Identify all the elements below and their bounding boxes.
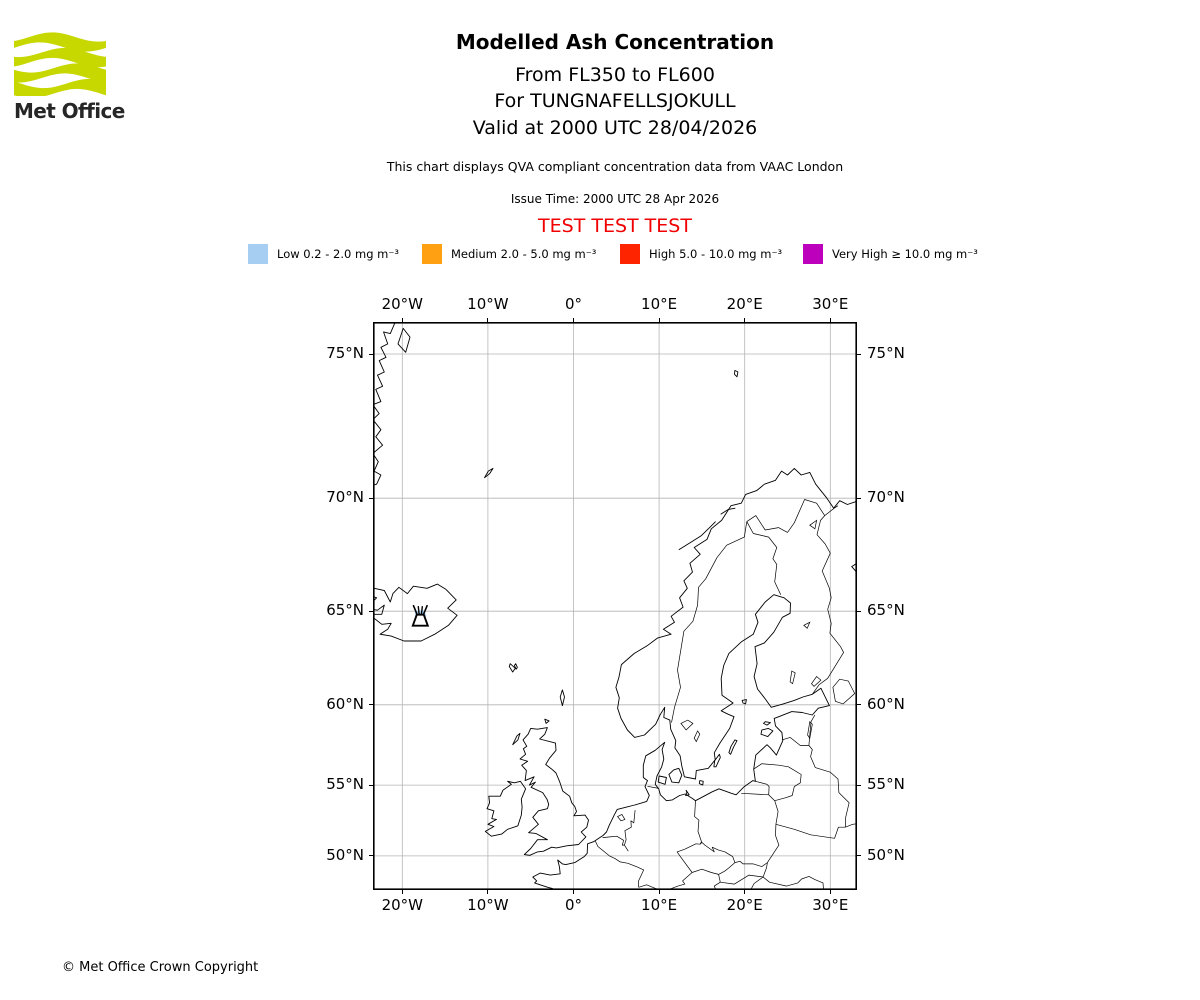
x-tick-mark [573,318,574,322]
legend-item-high: High 5.0 - 10.0 mg m⁻³ [620,243,782,264]
x-tick-label-bottom: 0° [564,896,583,914]
legend-label-medium: Medium 2.0 - 5.0 mg m⁻³ [451,246,597,261]
legend-swatch-very-high [803,243,823,264]
y-tick-mark [857,353,861,355]
x-tick-label-top: 0° [564,295,583,313]
x-tick-mark [658,318,660,322]
x-tick-label-bottom: 10°E [641,896,678,914]
legend-item-medium: Medium 2.0 - 5.0 mg m⁻³ [422,243,596,264]
legend-swatch-high [620,243,640,264]
x-tick-label-top: 20°E [726,295,763,313]
legend-swatch-medium [422,243,442,264]
x-tick-label-bottom: 20°E [726,896,763,914]
x-tick-label-top: 30°E [812,295,849,313]
x-tick-mark [829,318,831,322]
volcano-marker [411,604,430,627]
legend-label-very-high: Very High ≥ 10.0 mg m⁻³ [832,246,978,261]
y-tick-label-left: 55°N [326,775,364,794]
legend-item-low: Low 0.2 - 2.0 mg m⁻³ [248,243,399,264]
x-tick-label-top: 20°W [381,295,424,313]
x-tick-label-top: 10°E [641,295,678,313]
x-tick-mark [487,318,489,322]
y-tick-mark [369,497,373,499]
met-office-logo: Met Office [14,28,125,123]
y-tick-mark [369,704,373,706]
y-tick-mark [857,704,861,706]
x-tick-mark [487,890,489,894]
lakes [617,519,856,822]
page-title: Modelled Ash Concentration [455,30,775,54]
valid-time-line: Valid at 2000 UTC 28/04/2026 [472,117,758,139]
y-tick-label-left: 65°N [326,601,364,620]
copyright-note: © Met Office Crown Copyright [62,960,259,975]
legend-item-very-high: Very High ≥ 10.0 mg m⁻³ [803,243,978,264]
met-office-brand: Met Office [14,99,125,123]
x-tick-label-bottom: 30°E [812,896,849,914]
x-tick-label-bottom: 20°W [381,896,424,914]
flight-level-line: From FL350 to FL600 [515,64,715,86]
x-tick-mark [401,890,403,894]
y-tick-label-right: 60°N [867,694,905,713]
y-tick-mark [369,610,373,612]
map-gridlines [373,322,857,890]
y-tick-label-right: 55°N [867,775,905,794]
y-tick-label-right: 65°N [867,601,905,620]
y-tick-label-left: 60°N [326,694,364,713]
x-tick-mark [744,890,746,894]
x-tick-mark [744,318,746,322]
y-tick-label-left: 70°N [326,488,364,507]
y-tick-mark [369,784,373,786]
ash-concentration-map [373,322,857,890]
y-tick-mark [369,353,373,355]
y-tick-mark [369,855,373,857]
x-tick-label-bottom: 10°W [467,896,509,914]
y-tick-label-right: 75°N [867,344,905,362]
compliance-note: This chart displays QVA compliant concen… [386,159,844,174]
coastlines [373,322,857,890]
y-tick-mark [857,855,861,857]
met-office-waves-icon [14,32,106,96]
issue-time: Issue Time: 2000 UTC 28 Apr 2026 [510,192,720,206]
legend-label-low: Low 0.2 - 2.0 mg m⁻³ [277,246,400,261]
x-tick-mark [829,890,831,894]
country-borders [594,499,857,890]
y-tick-mark [857,784,861,786]
y-tick-label-right: 50°N [867,845,905,864]
test-banner: TEST TEST TEST [538,215,692,237]
y-tick-mark [857,610,861,612]
legend-swatch-low [248,243,268,264]
map-frame [373,322,857,890]
x-tick-mark [573,890,574,894]
y-tick-label-left: 75°N [326,344,364,362]
volcano-line: For TUNGNAFELLSJOKULL [494,90,736,112]
x-tick-label-top: 10°W [467,295,509,313]
y-tick-mark [857,497,861,499]
y-tick-label-left: 50°N [326,845,364,864]
x-tick-mark [658,890,660,894]
legend-label-high: High 5.0 - 10.0 mg m⁻³ [649,246,783,261]
x-tick-mark [401,318,403,322]
y-tick-label-right: 70°N [867,488,905,507]
